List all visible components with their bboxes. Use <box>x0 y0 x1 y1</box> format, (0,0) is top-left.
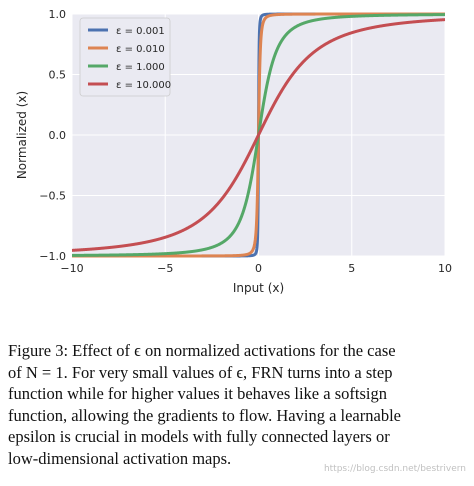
y-axis-label: Normalized (x) <box>15 91 29 179</box>
y-tick-label: −0.5 <box>39 190 66 203</box>
caption-line: epsilon is crucial in models with fully … <box>8 427 390 446</box>
legend-label: ε = 10.000 <box>116 80 171 91</box>
series-lines <box>70 12 447 258</box>
legend-label: ε = 1.000 <box>116 62 165 73</box>
legend-label: ε = 0.010 <box>116 44 165 55</box>
x-tick-label: −10 <box>60 262 83 275</box>
x-axis-label: Input (x) <box>233 281 284 295</box>
y-tick-label: 1.0 <box>49 8 67 21</box>
figure-caption: Figure 3: Effect of ϵ on normalized acti… <box>8 340 468 469</box>
watermark: https://blog.csdn.net/bestrivern <box>323 464 466 474</box>
tick-labels: −10 −5 0 5 10 −1.0 −0.5 0.0 0.5 1.0 <box>39 8 452 275</box>
y-tick-label: 0.0 <box>49 129 67 142</box>
y-tick-label: 0.5 <box>49 69 67 82</box>
x-tick-label: 5 <box>348 262 355 275</box>
caption-line: function, allowing the gradients to flow… <box>8 405 401 425</box>
caption-line: of N = 1. For very small values of ϵ, FR… <box>8 362 393 382</box>
x-tick-label: 10 <box>438 262 452 275</box>
caption-line: function while for higher values it beha… <box>8 384 387 403</box>
series-line <box>70 18 447 252</box>
caption-line: Figure 3: Effect of ϵ on normalized acti… <box>8 341 396 360</box>
legend-frame <box>79 17 171 97</box>
legend: ε = 0.001 ε = 0.010 ε = 1.000 ε = 10.000 <box>79 17 171 97</box>
frn-activation-chart: −10 −5 0 5 10 −1.0 −0.5 0.0 0.5 1.0 Input (x) Nor… <box>15 8 452 295</box>
x-tick-label: 0 <box>255 262 262 275</box>
caption-line: low-dimensional activation maps. <box>8 448 232 468</box>
x-tick-label: −5 <box>157 262 173 275</box>
legend-label: ε = 0.001 <box>116 26 165 37</box>
y-tick-label: −1.0 <box>39 250 66 263</box>
